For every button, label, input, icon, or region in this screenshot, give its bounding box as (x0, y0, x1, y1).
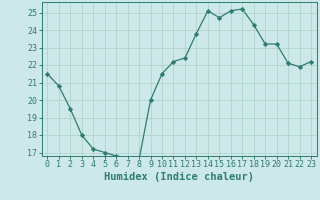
X-axis label: Humidex (Indice chaleur): Humidex (Indice chaleur) (104, 172, 254, 182)
